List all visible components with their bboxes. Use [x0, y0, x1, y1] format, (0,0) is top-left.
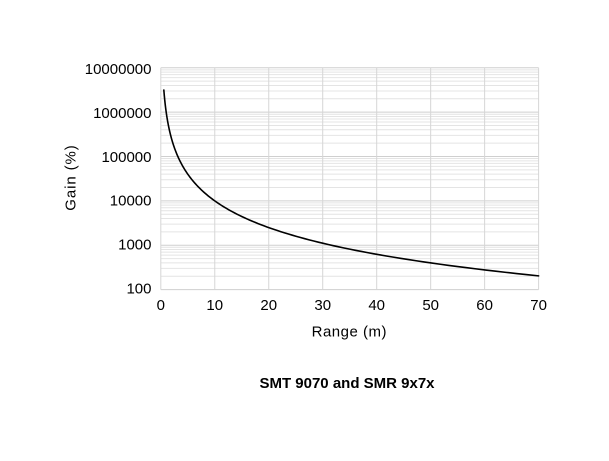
- svg-text:10000: 10000: [110, 193, 152, 210]
- svg-text:Range (m): Range (m): [312, 323, 387, 340]
- svg-text:100: 100: [126, 281, 151, 298]
- svg-text:SMT 9070 and SMR 9x7x: SMT 9070 and SMR 9x7x: [259, 375, 435, 392]
- svg-text:70: 70: [530, 297, 547, 314]
- svg-text:20: 20: [260, 297, 277, 314]
- svg-text:1000000: 1000000: [93, 105, 151, 122]
- svg-text:100000: 100000: [101, 149, 151, 166]
- svg-text:0: 0: [157, 297, 165, 314]
- svg-text:40: 40: [368, 297, 385, 314]
- svg-text:10000000: 10000000: [85, 61, 152, 78]
- svg-text:10: 10: [206, 297, 223, 314]
- svg-text:60: 60: [476, 297, 493, 314]
- svg-text:50: 50: [422, 297, 439, 314]
- svg-text:30: 30: [314, 297, 331, 314]
- svg-text:Gain (%): Gain (%): [62, 144, 79, 210]
- svg-text:1000: 1000: [118, 237, 151, 254]
